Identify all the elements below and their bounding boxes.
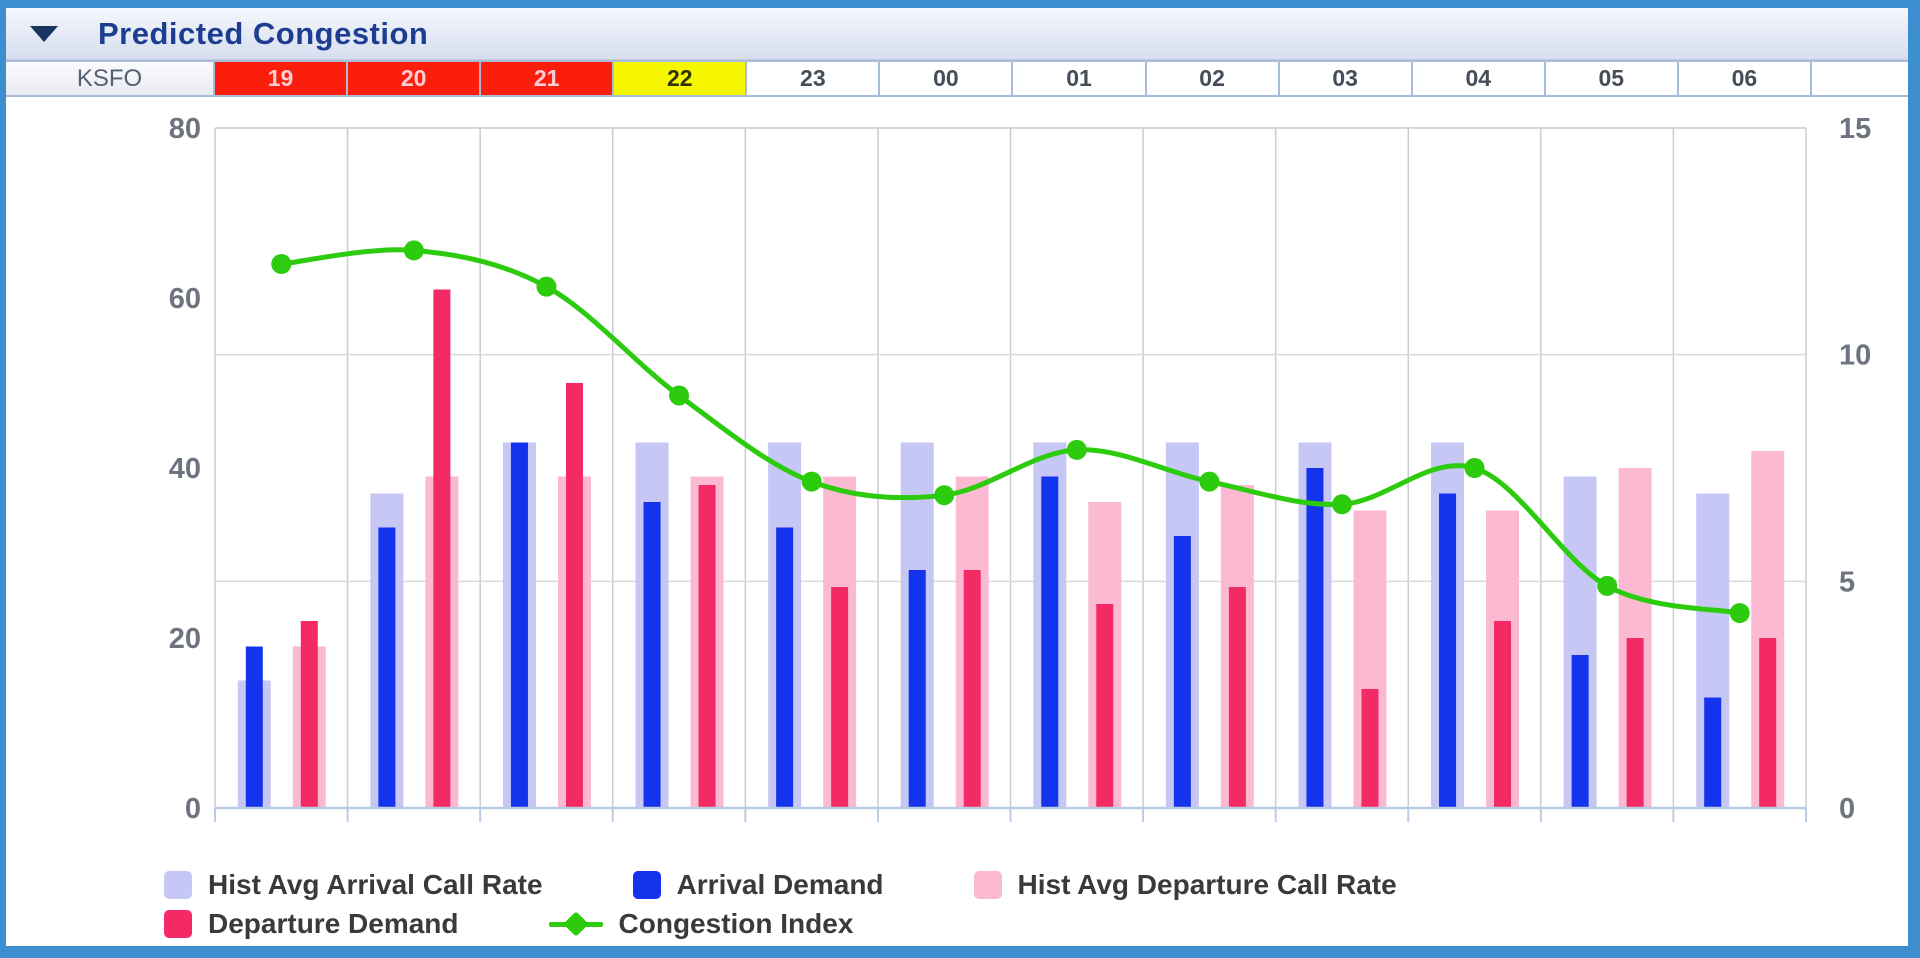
legend-item: Hist Avg Departure Call Rate <box>973 869 1397 901</box>
arrival-demand-bar <box>776 527 794 808</box>
arrival-demand-bar <box>908 570 926 808</box>
departure-demand-bar <box>1228 587 1246 808</box>
congestion-index-point <box>801 471 822 492</box>
legend-swatch-icon <box>973 871 1002 899</box>
right-axis-label: 15 <box>1839 113 1871 145</box>
legend-item: Congestion Index <box>548 908 854 940</box>
departure-demand-bar <box>1759 638 1777 808</box>
congestion-chart: 80 60 40 20 0 15 10 5 0 Hist Avg Arrival Call Ra… <box>6 97 1908 946</box>
congestion-chart-canvas: 80 60 40 20 0 15 10 5 0 <box>169 113 1872 825</box>
chart-legend: Hist Avg Arrival Call Rate Arrival Demand… <box>164 869 1397 940</box>
hour-cell-00: 00 <box>880 62 1014 95</box>
hour-cell-02: 02 <box>1147 62 1280 95</box>
hour-header-row: KSFO 19 20 21 22 23 00 01 02 03 04 05 06 <box>6 60 1908 97</box>
triangle-down-icon[interactable] <box>30 25 58 42</box>
legend-item: Departure Demand <box>164 908 459 940</box>
right-axis-label: 5 <box>1839 566 1855 598</box>
departure-demand-bar <box>433 289 451 808</box>
departure-demand-bar <box>1494 621 1512 808</box>
congestion-index-point <box>1331 494 1352 515</box>
left-axis-label: 40 <box>169 453 201 485</box>
arrival-demand-bar <box>510 442 528 808</box>
arrival-demand-bar <box>1439 493 1457 808</box>
departure-demand-bar <box>300 621 318 808</box>
departure-demand-bar <box>698 485 716 808</box>
arrival-demand-bar <box>378 527 396 808</box>
arrival-demand-bar <box>1704 697 1722 808</box>
panel-title: Predicted Congestion <box>98 15 429 51</box>
airport-code-cell: KSFO <box>6 62 215 95</box>
legend-label: Congestion Index <box>618 908 854 939</box>
hour-cell-04: 04 <box>1413 62 1546 95</box>
legend-swatch-icon <box>164 910 192 938</box>
hour-cell-03: 03 <box>1280 62 1413 95</box>
legend-label: Arrival Demand <box>676 869 884 900</box>
left-axis-label: 60 <box>169 283 201 315</box>
arrival-demand-bar <box>1571 655 1589 808</box>
departure-demand-bar <box>963 570 981 808</box>
legend-row: Departure Demand Congestion Index <box>164 908 1397 940</box>
arrival-demand-bar <box>1173 536 1191 808</box>
congestion-index-point <box>1597 575 1618 596</box>
departure-demand-bar <box>1361 689 1379 808</box>
hour-cell-01: 01 <box>1013 62 1147 95</box>
legend-item: Hist Avg Arrival Call Rate <box>164 869 543 901</box>
legend-label: Hist Avg Departure Call Rate <box>1017 869 1397 900</box>
hour-header-empty-cell <box>1811 62 1908 95</box>
legend-line-diamond-icon <box>548 911 603 937</box>
hour-cell-06: 06 <box>1679 62 1812 95</box>
congestion-index-point <box>536 276 557 297</box>
arrival-demand-bar <box>643 502 661 808</box>
hour-cell-20: 20 <box>348 62 482 95</box>
legend-label: Departure Demand <box>208 908 459 939</box>
hour-cell-22: 22 <box>614 62 748 95</box>
left-axis-label: 0 <box>185 793 201 825</box>
hour-cell-19: 19 <box>215 62 349 95</box>
legend-item: Arrival Demand <box>632 869 884 901</box>
congestion-index-point <box>271 254 292 274</box>
arrival-demand-bar <box>1306 468 1324 808</box>
right-axis-label: 0 <box>1839 793 1855 825</box>
left-axis-label: 20 <box>169 623 201 655</box>
legend-row: Hist Avg Arrival Call Rate Arrival Demand… <box>164 869 1397 901</box>
congestion-index-point <box>1729 603 1750 624</box>
hour-cell-23: 23 <box>747 62 881 95</box>
panel-title-bar: Predicted Congestion <box>6 8 1908 60</box>
legend-label: Hist Avg Arrival Call Rate <box>208 869 543 900</box>
legend-swatch-icon <box>632 871 661 899</box>
panel-content: Predicted Congestion KSFO 19 20 21 22 23 00 01… <box>6 8 1908 946</box>
congestion-index-point <box>1464 458 1485 478</box>
arrival-demand-bar <box>1041 476 1059 808</box>
departure-demand-bar <box>565 383 583 808</box>
left-axis-label: 80 <box>169 113 201 145</box>
congestion-index-point <box>1066 439 1087 460</box>
hour-cell-05: 05 <box>1546 62 1679 95</box>
arrival-demand-bar <box>245 646 263 808</box>
congestion-index-point <box>934 485 955 506</box>
departure-demand-bar <box>831 587 849 808</box>
congestion-index-point <box>1199 471 1220 492</box>
departure-demand-bar <box>1626 638 1644 808</box>
congestion-index-point <box>669 385 690 406</box>
right-axis-label: 10 <box>1839 340 1871 372</box>
congestion-index-point <box>403 240 424 261</box>
hour-cell-21: 21 <box>481 62 615 95</box>
legend-swatch-icon <box>164 871 192 899</box>
departure-demand-bar <box>1096 604 1114 808</box>
